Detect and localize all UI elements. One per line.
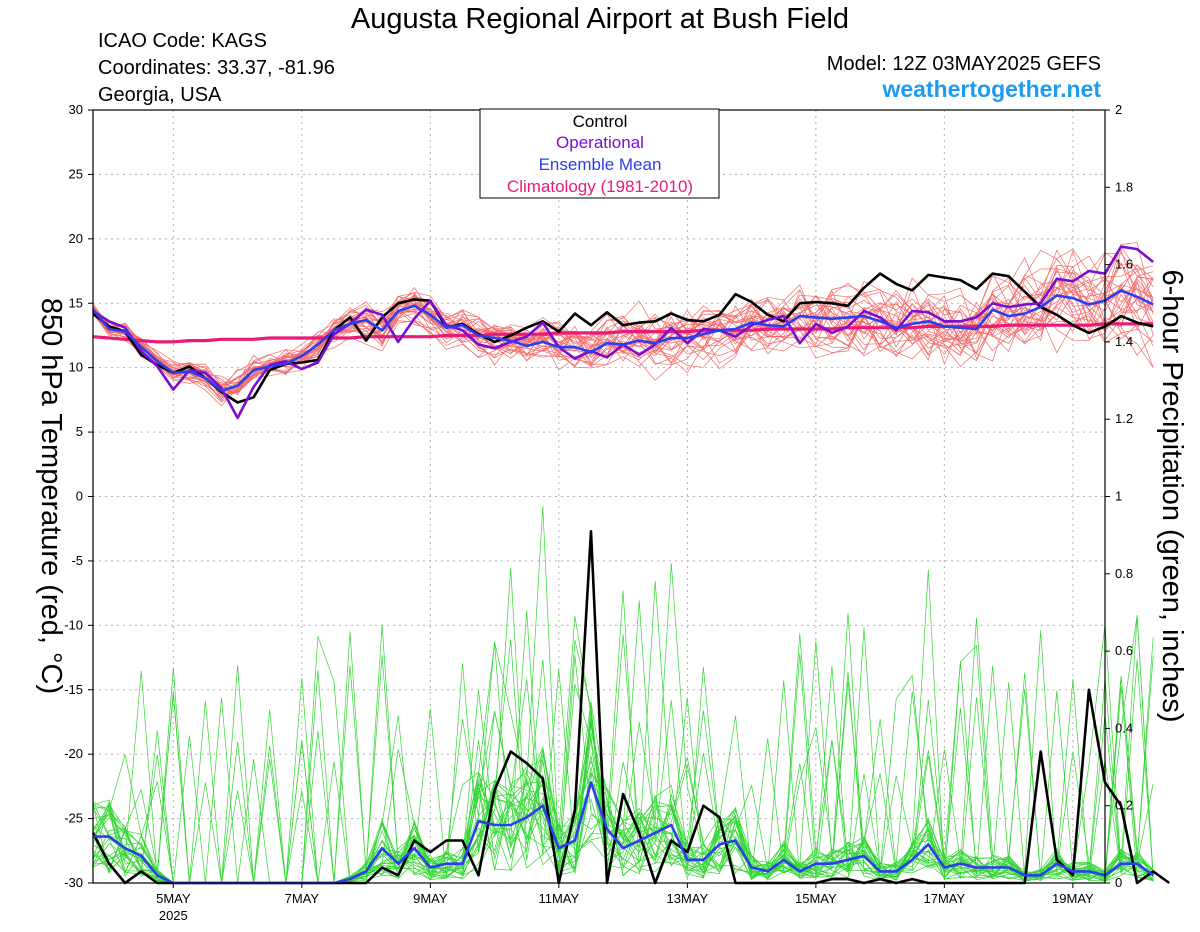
y-right-tick-label: 0.6: [1115, 643, 1133, 658]
y-left-tick-label: 5: [76, 424, 83, 439]
y-right-tick-label: 0.4: [1115, 720, 1133, 735]
y-left-tick-label: -30: [64, 875, 83, 890]
y-left-tick-label: -15: [64, 682, 83, 697]
x-tick-label: 9MAY: [413, 891, 448, 906]
precip-ensemble-member-line: [92, 563, 1154, 884]
y-left-tick-label: 0: [76, 489, 83, 504]
y-left-tick-label: -20: [64, 746, 83, 761]
y-left-tick-label: 20: [69, 231, 83, 246]
temp-ensemble-member-line: [92, 257, 1154, 391]
chart-title: Augusta Regional Airport at Bush Field: [351, 3, 849, 35]
temp-climatology-1981-2010--line: [92, 322, 1154, 344]
y-right-tick-label: 1.6: [1115, 257, 1133, 272]
x-tick-label: 15MAY: [795, 891, 837, 906]
legend-ensemble-mean: Ensemble Mean: [539, 155, 662, 174]
y-right-tick-label: 2: [1115, 102, 1122, 117]
y-right-label: 6-hour Precipitation (green, inches): [1156, 270, 1188, 723]
legend: Control Operational Ensemble Mean Climat…: [479, 108, 720, 199]
axis-layer: 302520151050-5-10-15-20-25-3021.81.61.41…: [64, 102, 1133, 923]
y-right-tick-label: 0.8: [1115, 566, 1133, 581]
legend-operational: Operational: [556, 133, 644, 152]
y-left-tick-label: -25: [64, 811, 83, 826]
y-left-tick-label: 10: [69, 360, 83, 375]
temp-ensemble-mean-line: [92, 289, 1154, 393]
x-tick-sublabel: 2025: [159, 908, 188, 923]
y-right-tick-label: 1: [1115, 489, 1122, 504]
temp-control-line: [92, 272, 1154, 404]
x-tick-label: 7MAY: [285, 891, 320, 906]
legend-climatology: Climatology (1981-2010): [507, 177, 693, 196]
model-run: Model: 12Z 03MAY2025 GEFS: [827, 53, 1101, 75]
x-tick-label: 19MAY: [1052, 891, 1094, 906]
x-tick-label: 5MAY: [156, 891, 191, 906]
y-left-tick-label: -5: [71, 553, 83, 568]
y-left-label: 850 hPa Temperature (red, °C): [35, 298, 67, 694]
x-tick-label: 17MAY: [924, 891, 966, 906]
y-left-tick-label: -10: [64, 617, 83, 632]
temp-ensemble-member-line: [92, 269, 1154, 388]
y-right-tick-label: 1.4: [1115, 334, 1133, 349]
temp-ensemble-member-line: [92, 248, 1154, 402]
precip-ensemble-member-line: [92, 659, 1154, 884]
x-tick-label: 11MAY: [538, 891, 579, 906]
x-tick-label: 13MAY: [667, 891, 709, 906]
y-left-tick-label: 25: [69, 166, 83, 181]
y-left-tick-label: 30: [69, 102, 83, 117]
coordinates: Coordinates: 33.37, -81.96: [98, 57, 335, 79]
y-right-tick-label: 1.2: [1115, 411, 1133, 426]
y-right-tick-label: 0.2: [1115, 798, 1133, 813]
region: Georgia, USA: [98, 84, 222, 106]
site-link[interactable]: weathertogether.net: [881, 76, 1101, 102]
temp-ensemble-member-line: [92, 268, 1154, 397]
y-right-tick-label: 0: [1115, 875, 1122, 890]
y-left-tick-label: 15: [69, 295, 83, 310]
icao-code: ICAO Code: KAGS: [98, 30, 267, 52]
legend-control: Control: [573, 112, 628, 131]
y-right-tick-label: 1.8: [1115, 179, 1133, 194]
